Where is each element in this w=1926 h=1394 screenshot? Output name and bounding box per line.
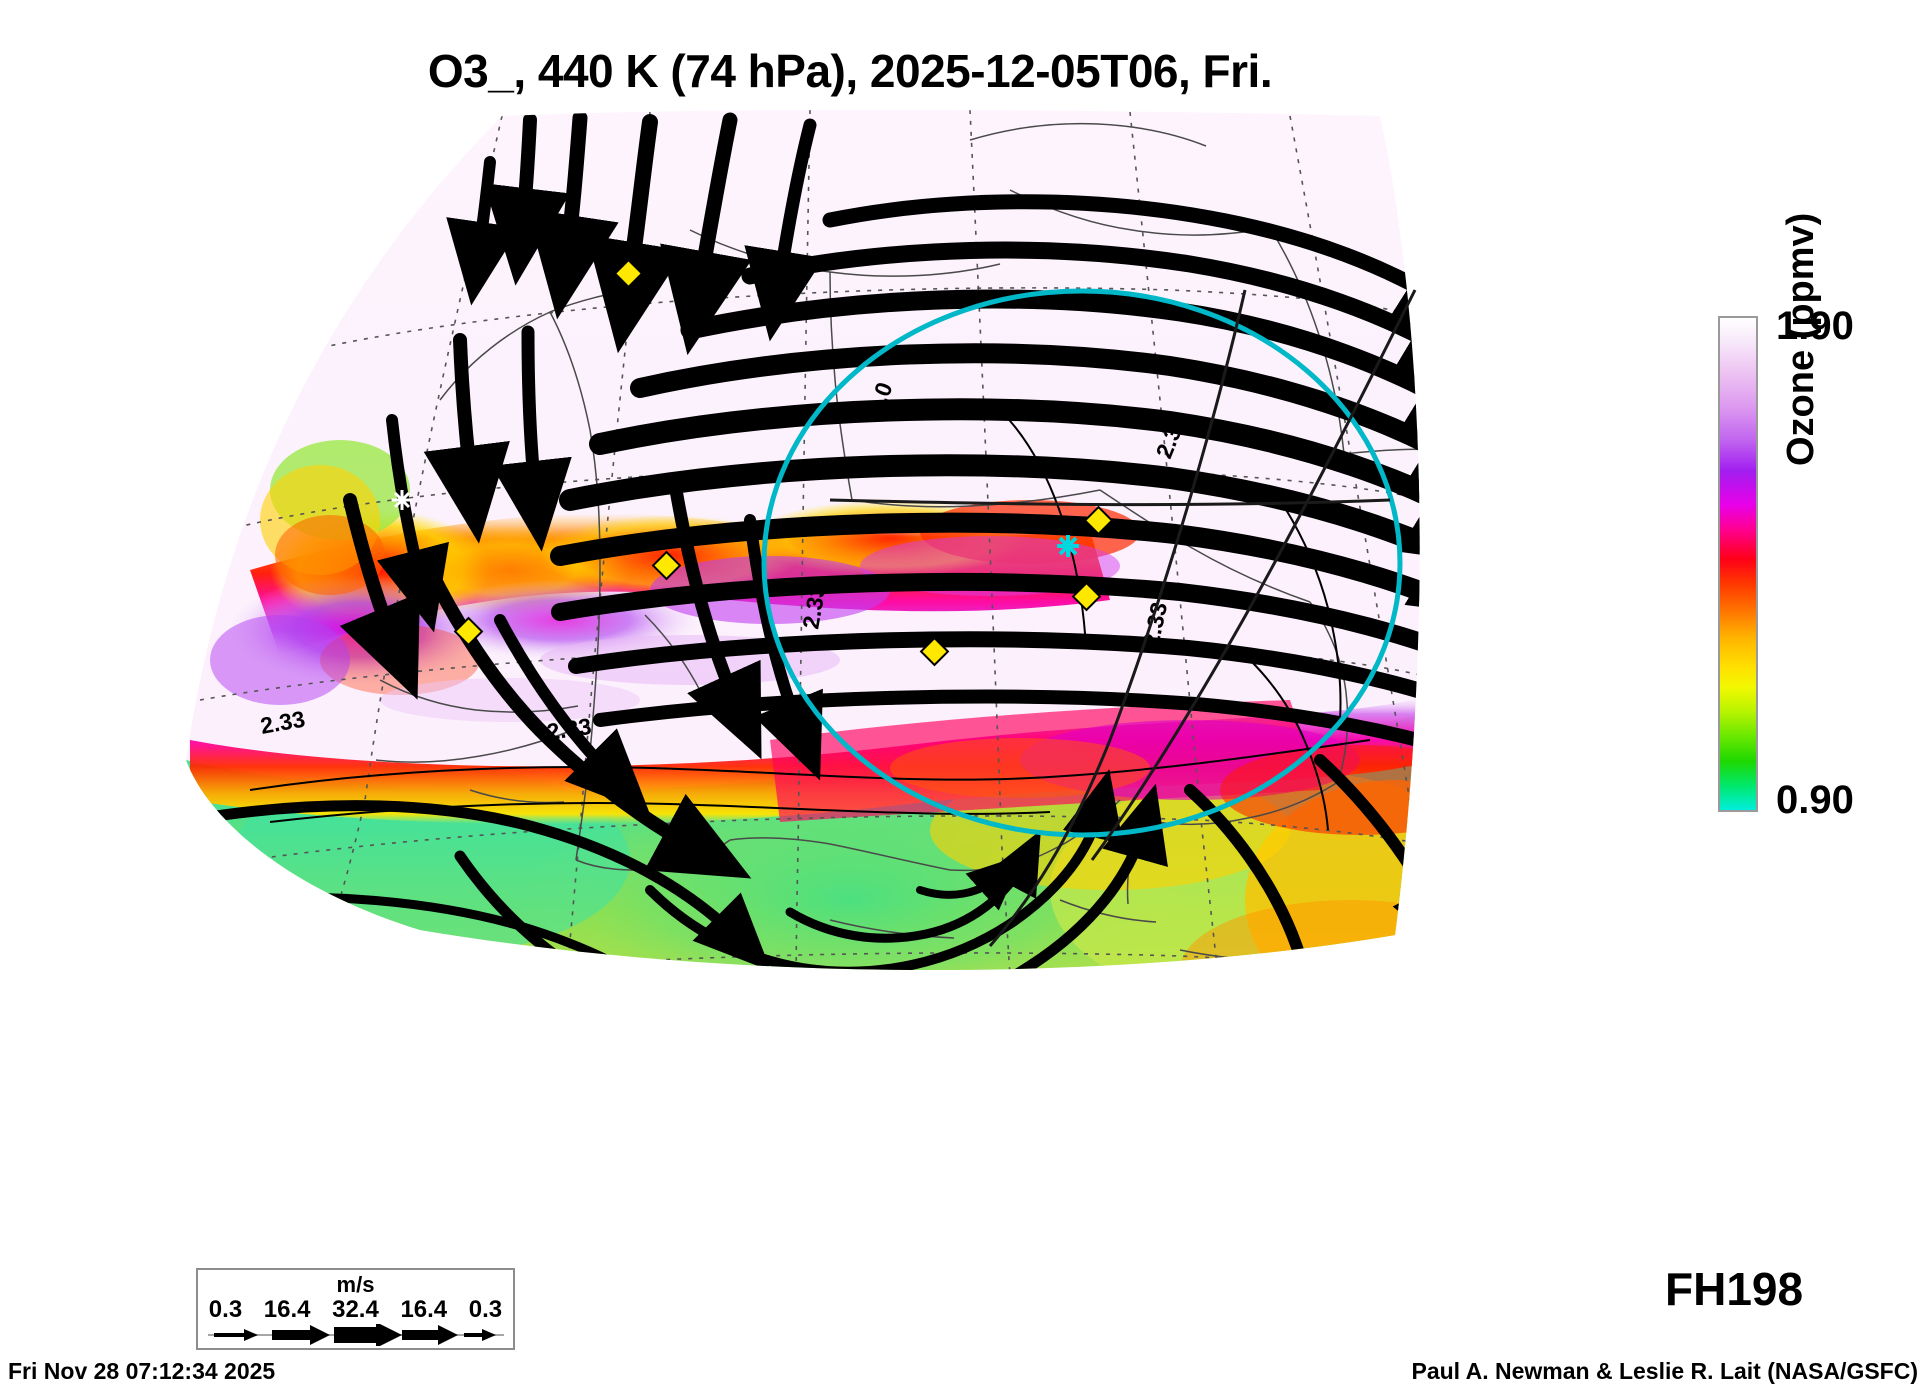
station-marker[interactable] (1083, 505, 1114, 536)
map-svg[interactable]: 2.33 2.33 2.33 2.33 2.0 2.33 (130, 100, 1690, 1050)
wind-legend-unit-label: m/s (336, 1272, 375, 1297)
analysis-ellipse (761, 288, 1403, 838)
wind-legend-values: 0.3 16.4 32.4 16.4 0.3 (198, 1296, 513, 1324)
station-markers[interactable] (392, 258, 1114, 667)
orbit-track (988, 289, 1247, 947)
analysis-overlay (761, 288, 1417, 947)
colorbar-max-label: 1.90 (1776, 304, 1854, 348)
wind-streamlines (186, 110, 1420, 970)
station-marker[interactable] (651, 550, 682, 581)
author-credit: Paul A. Newman & Leslie R. Lait (NASA/GS… (1411, 1358, 1918, 1384)
forecast-hour-label: FH198 (1665, 1263, 1804, 1315)
orbit-track (1090, 289, 1417, 861)
wind-speed-legend: m/s 0.3 16.4 32.4 16.4 0.3 (196, 1268, 515, 1350)
wind-legend-arrow-scale (208, 1324, 504, 1346)
wind-legend-value: 16.4 (263, 1296, 311, 1323)
ozone-map-panel[interactable]: 2.33 2.33 2.33 2.33 2.0 2.33 (130, 100, 1690, 1050)
page-title: O3_, 440 K (74 hPa), 2025-12-05T06, Fri. (427, 45, 1273, 97)
orbit-cross-track (829, 498, 1391, 507)
colorbar: 1.90 0.90 Ozone (ppmv) (1718, 213, 1918, 822)
colorbar-gradient (1718, 316, 1758, 812)
colorbar-axis-label: Ozone (ppmv) (1780, 212, 1822, 466)
station-marker[interactable] (453, 616, 484, 647)
colorbar-min-label: 0.90 (1776, 778, 1854, 822)
station-marker[interactable] (613, 258, 644, 289)
station-marker[interactable] (919, 636, 950, 667)
generation-timestamp: Fri Nov 28 07:12:34 2025 (8, 1358, 276, 1384)
wind-legend-value: 32.4 (332, 1296, 379, 1323)
wind-legend-value: 0.3 (208, 1296, 243, 1323)
wind-legend-value: 0.3 (468, 1296, 503, 1323)
station-marker[interactable] (1071, 581, 1102, 612)
center-asterisk-icon[interactable] (1057, 535, 1079, 557)
wind-legend-value: 16.4 (400, 1296, 448, 1323)
white-star-icon (392, 490, 412, 510)
